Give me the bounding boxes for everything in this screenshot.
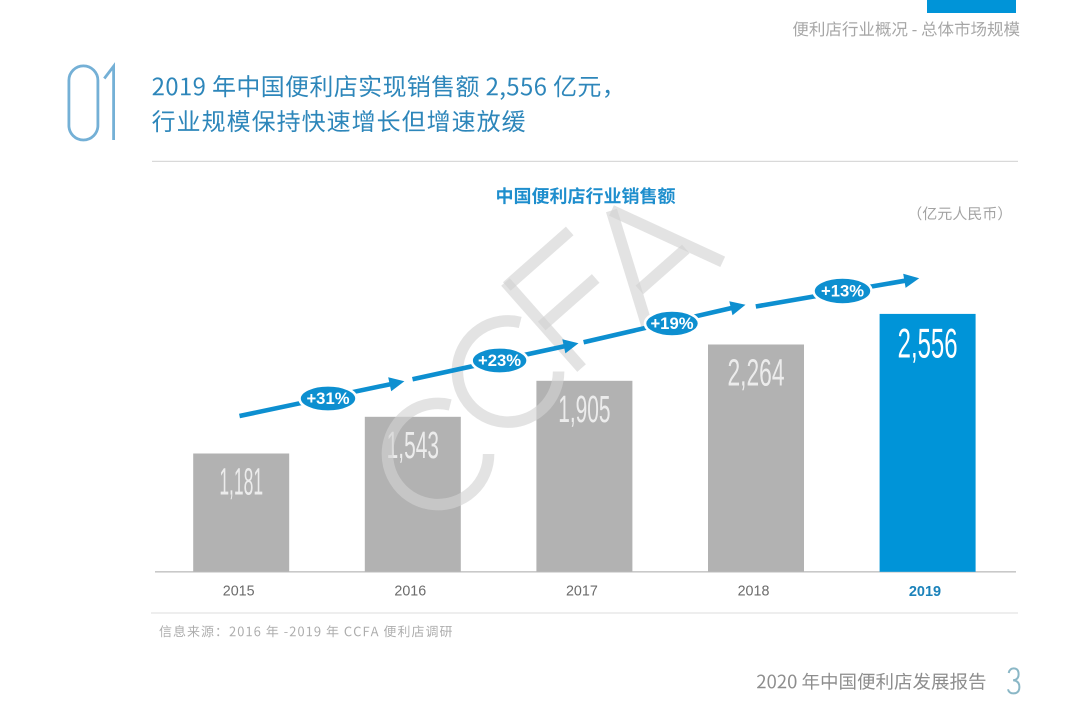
svg-text:2016: 2016 (394, 584, 426, 600)
svg-text:2,556: 2,556 (898, 321, 958, 368)
svg-text:2017: 2017 (566, 584, 598, 600)
svg-text:1,905: 1,905 (558, 388, 610, 430)
svg-text:2018: 2018 (738, 584, 770, 600)
svg-text:1,181: 1,181 (219, 461, 263, 503)
svg-text:+13%: +13% (821, 281, 864, 300)
svg-text:2,264: 2,264 (727, 352, 784, 394)
svg-text:2019: 2019 (909, 584, 941, 600)
svg-text:+31%: +31% (306, 389, 349, 408)
svg-text:+19%: +19% (650, 314, 693, 333)
svg-text:2015: 2015 (223, 584, 255, 600)
svg-text:+23%: +23% (478, 351, 521, 370)
